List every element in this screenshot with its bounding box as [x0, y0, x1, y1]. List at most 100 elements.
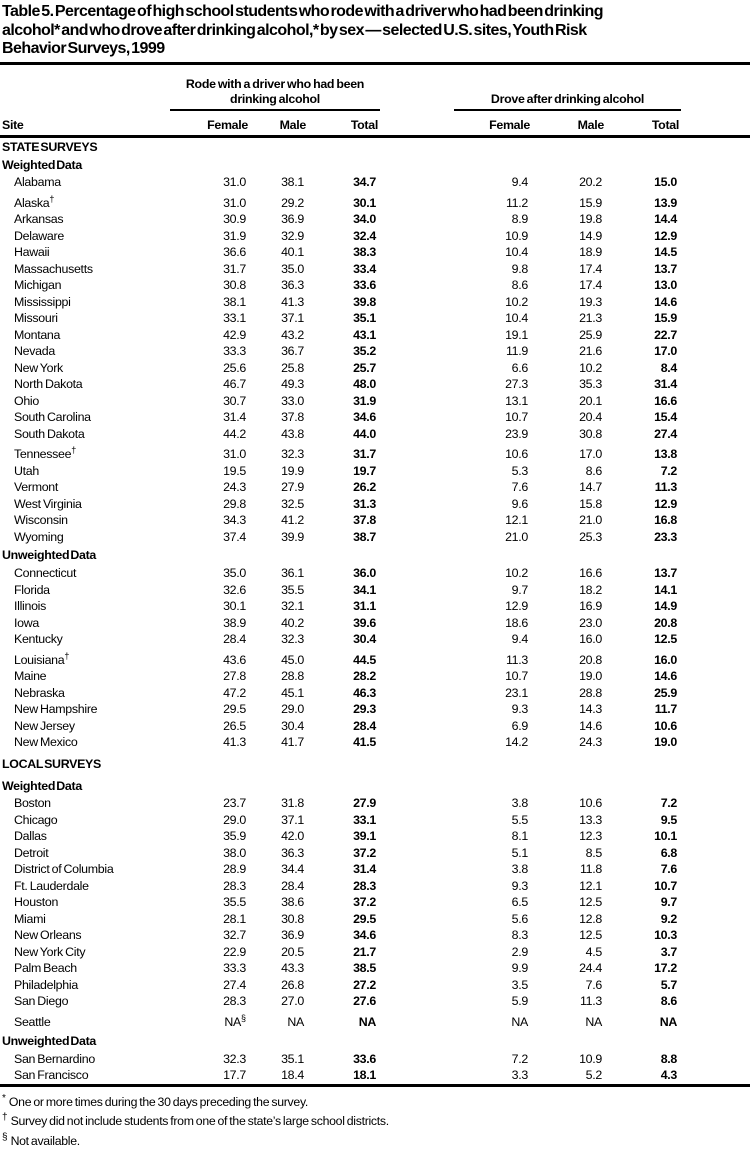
margin-cell — [681, 442, 750, 463]
margin-cell — [681, 960, 750, 977]
rode-total-value-cell: 32.4 — [353, 228, 376, 243]
margin-cell — [681, 812, 750, 829]
drove-male-value-cell: 10.9 — [579, 1051, 602, 1066]
data-table: Rode with a driver who had been drinking… — [0, 64, 750, 1084]
site-cell: New Jersey — [14, 718, 75, 733]
drove-total-value-cell: 8.8 — [660, 1051, 678, 1066]
gap-cell — [380, 685, 454, 702]
group-header-spacer — [681, 65, 750, 110]
rode-total-value-cell: 21.7 — [353, 944, 376, 959]
rode-female-value-cell: 30.8 — [223, 278, 246, 293]
drove-female-value-cell: 7.6 — [511, 480, 529, 495]
drove-total-value-cell: 12.5 — [654, 632, 678, 647]
table-row: Philadelphia 27.4 26.8 27.2 3.5 7.6 5.7 — [0, 977, 750, 994]
table-row: New Mexico 41.3 41.7 41.5 14.2 24.3 19.0 — [0, 734, 750, 751]
drove-male-value-cell: 21.6 — [579, 344, 602, 359]
drove-female-value-cell: 23.9 — [505, 426, 528, 441]
drove-female-value-cell: 9.4 — [511, 632, 529, 647]
drove-total-value-cell: 14.9 — [654, 599, 678, 614]
drove-male-value-cell: 12.1 — [579, 878, 602, 893]
margin-cell — [681, 668, 750, 685]
drove-female-value-cell: 10.6 — [505, 447, 528, 462]
rode-total-value-cell: 31.3 — [353, 496, 376, 511]
rode-female-value-cell: 30.7 — [223, 393, 246, 408]
rode-male-value-cell: 18.4 — [281, 1068, 304, 1082]
rode-male-value-cell: 36.9 — [281, 928, 304, 943]
drove-male-value-cell: 23.0 — [579, 615, 602, 630]
rode-male-value-cell: 25.8 — [281, 360, 304, 375]
rode-female-value-cell: 33.1 — [223, 311, 246, 326]
rode-male-value-cell: 30.8 — [281, 911, 304, 926]
table-row: Vermont 24.3 27.9 26.2 7.6 14.7 11.3 — [0, 479, 750, 496]
drove-male-value-cell: 17.0 — [579, 447, 602, 462]
rode-total-value-cell: 27.2 — [353, 977, 376, 992]
site-cell: Wisconsin — [14, 513, 68, 528]
rode-female-value-cell: 41.3 — [223, 735, 246, 750]
margin-cell — [681, 294, 750, 311]
drove-male-value-cell: 12.3 — [579, 829, 602, 844]
drove-male-value-cell: 18.2 — [579, 582, 602, 597]
rode-female-value-cell: 31.9 — [223, 228, 246, 243]
table-row: Kentucky 28.4 32.3 30.4 9.4 16.0 12.5 — [0, 631, 750, 648]
footnote-marker: † — [64, 650, 70, 661]
gap-cell — [380, 598, 454, 615]
rode-total-value-cell: 36.0 — [353, 566, 376, 581]
group-header-spacer — [380, 65, 454, 110]
drove-male-value-cell: 12.5 — [579, 928, 602, 943]
rode-female-value-cell: 33.3 — [223, 344, 246, 359]
gap-cell — [380, 631, 454, 648]
rode-total-value-cell: 41.5 — [353, 735, 376, 750]
margin-cell — [681, 211, 750, 228]
rode-female-value-cell: 46.7 — [223, 377, 246, 392]
site-cell: Louisiana† — [14, 650, 70, 667]
rode-female-value-cell: 28.4 — [223, 632, 246, 647]
margin-cell — [681, 845, 750, 862]
site-cell: New Mexico — [14, 735, 78, 750]
rode-male-value-cell: 32.3 — [281, 632, 304, 647]
site-cell: Nebraska — [14, 685, 65, 700]
rode-total-value-cell: 33.6 — [353, 278, 376, 293]
margin-cell — [681, 701, 750, 718]
drove-total-value-cell: 14.6 — [654, 669, 678, 684]
drove-male-value-cell: 14.3 — [579, 702, 602, 717]
drove-female-value-cell: NA — [511, 1015, 528, 1029]
rode-female-value-cell: 36.6 — [223, 245, 246, 260]
drove-total-value-cell: 13.7 — [654, 566, 678, 581]
footnotes: * One or more times during the 30 days pr… — [0, 1087, 750, 1150]
rode-male-value-cell: 36.9 — [281, 212, 304, 227]
rode-male-column-header: Male — [250, 109, 308, 138]
section-header-row: STATE SURVEYS — [0, 136, 750, 157]
gap-cell — [380, 442, 454, 463]
drove-male-value-cell: 16.6 — [579, 566, 602, 581]
drove-total-value-cell: 12.9 — [654, 228, 678, 243]
table-row: Palm Beach 33.3 43.3 38.5 9.9 24.4 17.2 — [0, 960, 750, 977]
drove-total-value-cell: 10.3 — [654, 928, 678, 943]
rode-female-value-cell: 27.4 — [223, 977, 246, 992]
section-label: Weighted Data — [2, 157, 82, 172]
table-row: West Virginia 29.8 32.5 31.3 9.6 15.8 12.9 — [0, 496, 750, 513]
rode-total-value-cell: 37.2 — [353, 845, 376, 860]
margin-cell — [681, 174, 750, 191]
table-row: San Francisco 17.7 18.4 18.1 3.3 5.2 4.3 — [0, 1067, 750, 1084]
footnote-marker: § — [2, 1131, 8, 1143]
table-row: San Bernardino 32.3 35.1 33.6 7.2 10.9 8.8 — [0, 1051, 750, 1068]
rode-female-value-cell: 32.7 — [223, 928, 246, 943]
drove-female-value-cell: 6.5 — [511, 895, 529, 910]
rode-female-value-cell: 23.7 — [223, 796, 246, 811]
rode-female-value-cell: 38.1 — [223, 294, 246, 309]
site-cell: Connecticut — [14, 566, 77, 581]
table-row: Massachusetts 31.7 35.0 33.4 9.8 17.4 13.7 — [0, 261, 750, 278]
margin-cell — [681, 894, 750, 911]
drove-male-value-cell: 17.4 — [579, 278, 602, 293]
drove-male-value-cell: 7.6 — [585, 977, 603, 992]
drove-male-value-cell: 19.0 — [579, 669, 602, 684]
footnote-divider-rule — [0, 1083, 750, 1087]
table-row: New Orleans 32.7 36.9 34.6 8.3 12.5 10.3 — [0, 927, 750, 944]
rode-female-value-cell: 47.2 — [223, 685, 246, 700]
drove-male-column-header: Male — [532, 109, 606, 138]
drove-female-value-cell: 8.3 — [511, 928, 529, 943]
section-header-row: LOCAL SURVEYS — [0, 751, 750, 778]
title-divider-rule — [0, 61, 750, 65]
site-cell: Vermont — [14, 480, 59, 495]
rode-male-value-cell: 49.3 — [281, 377, 304, 392]
